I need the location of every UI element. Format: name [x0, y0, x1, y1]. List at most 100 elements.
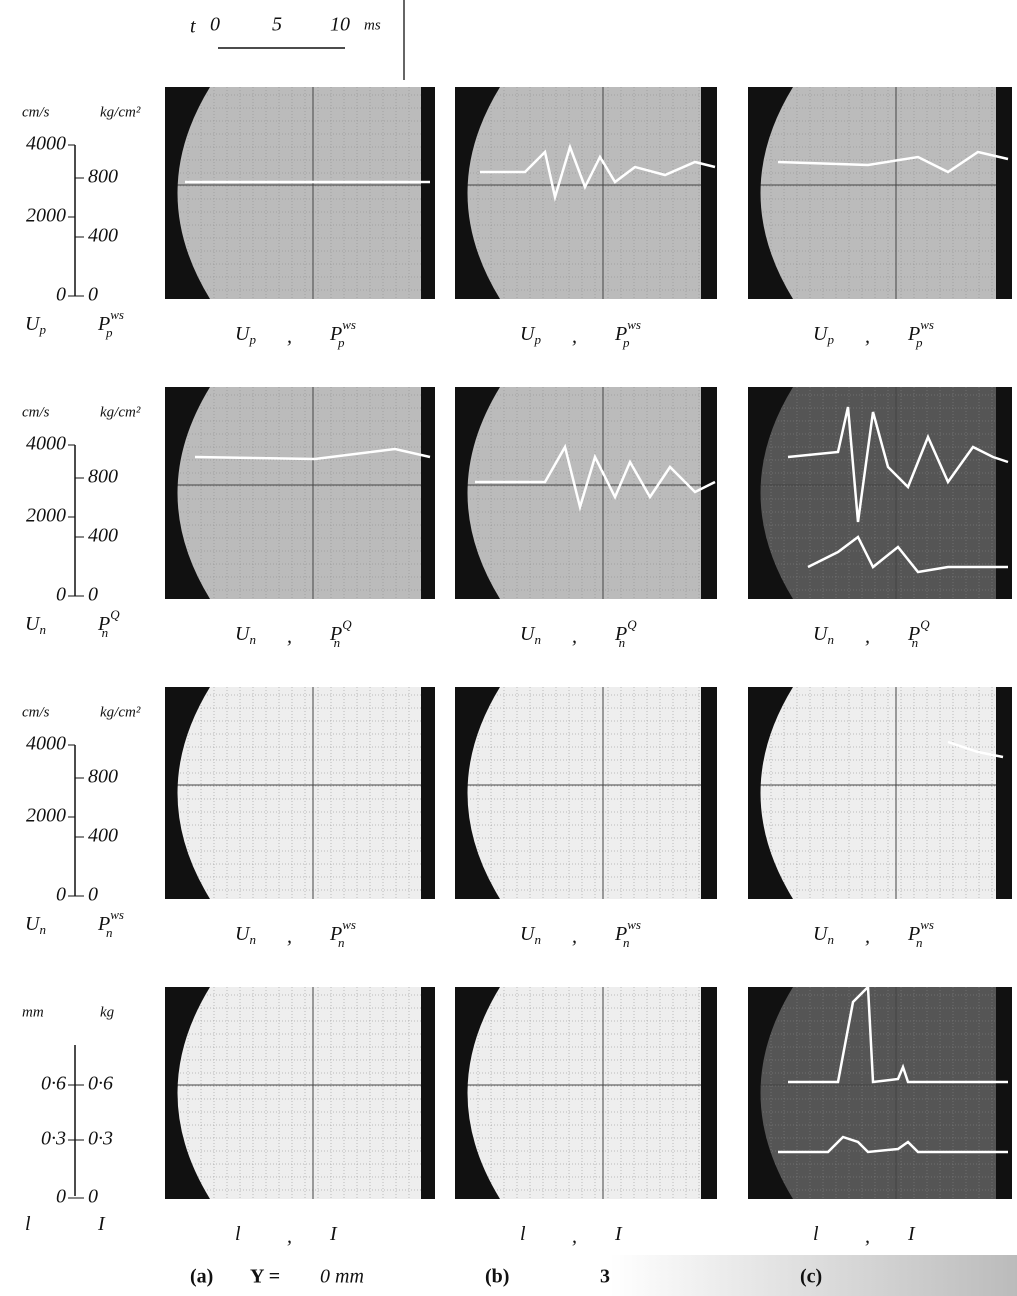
variable-symbol: PQ n: [329, 617, 352, 650]
symbol-base: P: [614, 323, 627, 345]
symbol-sub: n: [249, 932, 256, 947]
variable-symbol: Un: [813, 623, 834, 647]
screen: [455, 687, 717, 899]
symbol-sub: p: [337, 335, 345, 350]
variable-symbol: I: [907, 1223, 916, 1245]
screen: [165, 987, 435, 1199]
caption-separator: ,: [287, 326, 292, 348]
screen: [748, 387, 1012, 599]
symbol-sub: n: [916, 935, 923, 950]
symbol-base: P: [614, 923, 627, 945]
left-tick-label: 0: [56, 884, 66, 906]
caption-separator: ,: [865, 1226, 870, 1248]
symbol-sup: Q: [920, 617, 930, 632]
variable-symbol: Up: [813, 323, 834, 347]
symbol-base: P: [614, 623, 627, 645]
right-unit: kg/cm²: [100, 704, 141, 720]
caption-separator: ,: [865, 926, 870, 948]
left-unit: cm/s: [22, 104, 50, 120]
symbol-base: P: [907, 923, 920, 945]
symbol-sub: p: [826, 332, 834, 347]
trace: [947, 740, 1004, 759]
right-tick-label: 400: [88, 825, 118, 847]
left-unit: mm: [22, 1004, 44, 1020]
caption-separator: ,: [865, 626, 870, 648]
screen: [455, 87, 717, 299]
symbol-sub: n: [534, 932, 541, 947]
symbol-base: P: [97, 613, 110, 635]
variable-symbol: Pws p: [907, 317, 934, 350]
symbol-base: l: [520, 1223, 526, 1245]
symbol-sub: n: [106, 925, 113, 940]
screen: [165, 387, 435, 599]
left-tick-label: 4000: [26, 133, 66, 155]
variable-symbol: Un: [235, 923, 256, 947]
caption-separator: ,: [572, 1226, 577, 1248]
left-tick-label: 0: [56, 584, 66, 606]
variable-symbol: I: [97, 1213, 106, 1235]
symbol-base: P: [97, 913, 110, 935]
symbol-base: U: [235, 923, 251, 945]
variable-symbol: Un: [520, 923, 541, 947]
symbol-sup: ws: [110, 307, 124, 322]
symbol-base: P: [907, 623, 920, 645]
time-tick: 10: [330, 14, 350, 36]
right-tick-label: 0: [88, 284, 98, 306]
screen-mask: [748, 387, 793, 599]
time-label: t: [190, 16, 196, 38]
trace: [480, 143, 716, 202]
symbol-sub: p: [105, 325, 113, 340]
symbol-base: U: [25, 913, 41, 935]
symbol-base: U: [813, 323, 829, 345]
variable-symbol: l: [520, 1223, 526, 1245]
screen-mask: [421, 687, 435, 899]
symbol-base: l: [813, 1223, 819, 1245]
screen-mask: [701, 87, 717, 299]
screen-mask: [701, 687, 717, 899]
caption-separator: ,: [287, 926, 292, 948]
variable-symbol: Un: [520, 623, 541, 647]
symbol-base: l: [235, 1223, 241, 1245]
left-tick-label: 2000: [26, 805, 66, 827]
symbol-sub: n: [827, 632, 834, 647]
variable-symbol: Un: [813, 923, 834, 947]
time-tick: 0: [210, 14, 220, 36]
symbol-sub: n: [619, 635, 626, 650]
oscilloscope-panel: [165, 87, 435, 299]
symbol-base: I: [329, 1223, 338, 1245]
panel-label: (c): [800, 1266, 822, 1288]
right-unit: kg: [100, 1004, 115, 1020]
caption-separator: ,: [287, 626, 292, 648]
screen-mask: [165, 687, 210, 899]
symbol-base: P: [329, 623, 342, 645]
symbol-base: P: [329, 923, 342, 945]
panel-label: (a): [190, 1266, 213, 1288]
symbol-base: U: [520, 923, 536, 945]
screen-mask: [165, 987, 210, 1199]
screen-mask: [421, 87, 435, 299]
screen-mask: [455, 687, 500, 899]
symbol-base: P: [329, 323, 342, 345]
scan-shading: [0, 1255, 1017, 1296]
variable-symbol: Pws n: [329, 917, 356, 950]
oscilloscope-panel: [165, 387, 435, 599]
oscilloscope-panel: [748, 987, 1012, 1199]
symbol-sub: n: [334, 635, 341, 650]
oscilloscope-panel: [455, 387, 717, 599]
symbol-sup: ws: [920, 917, 934, 932]
screen-mask: [165, 387, 210, 599]
screen: [748, 87, 1012, 299]
y-value: 3: [600, 1266, 610, 1288]
left-tick-label: 0·6: [41, 1073, 66, 1095]
variable-symbol: Pws p: [614, 317, 641, 350]
symbol-base: I: [907, 1223, 916, 1245]
screen: [748, 687, 1012, 899]
screen-mask: [748, 987, 793, 1199]
screen: [748, 987, 1012, 1199]
symbol-base: I: [97, 1213, 106, 1235]
variable-symbol: Pws n: [907, 917, 934, 950]
screen-mask: [421, 987, 435, 1199]
right-tick-label: 800: [88, 766, 118, 788]
